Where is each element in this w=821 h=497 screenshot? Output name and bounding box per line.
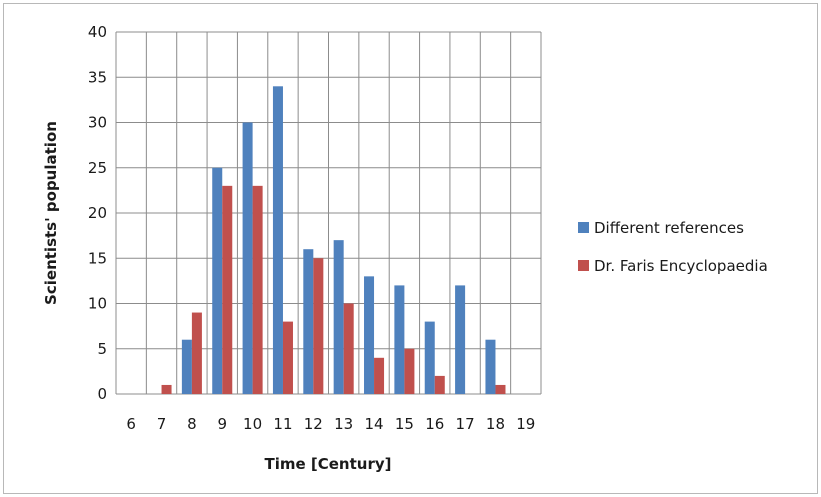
y-tick-label: 20 <box>88 204 107 222</box>
y-tick-label: 35 <box>88 68 107 86</box>
legend-swatch <box>578 260 589 271</box>
bar-dr-faris-encyclopaedia-7 <box>161 384 172 394</box>
x-tick-label: 19 <box>516 415 535 433</box>
y-tick-label: 25 <box>88 159 107 177</box>
x-tick-label: 10 <box>243 415 262 433</box>
legend-label: Different references <box>594 219 744 237</box>
bar-dr-faris-encyclopaedia-10 <box>252 185 263 394</box>
legend: Different references Dr. Faris Encyclopae… <box>578 219 768 275</box>
x-tick-label: 13 <box>334 415 353 433</box>
bar-different-references-10 <box>242 122 253 394</box>
bar-different-references-14 <box>364 276 375 394</box>
bar-different-references-12 <box>303 249 314 394</box>
y-tick-label: 5 <box>97 340 107 358</box>
x-tick-label: 8 <box>187 415 197 433</box>
grid <box>115 31 542 395</box>
x-tick-label: 15 <box>395 415 414 433</box>
y-tick-label: 40 <box>88 23 107 41</box>
legend-label: Dr. Faris Encyclopaedia <box>594 257 768 275</box>
bar-dr-faris-encyclopaedia-15 <box>404 348 415 394</box>
bar-different-references-9 <box>212 167 223 394</box>
x-tick-label: 11 <box>273 415 292 433</box>
bar-different-references-13 <box>333 240 344 394</box>
bar-dr-faris-encyclopaedia-9 <box>222 185 233 394</box>
bar-different-references-18 <box>485 339 496 394</box>
y-tick-label: 10 <box>88 295 107 313</box>
chart-frame <box>3 3 818 494</box>
bars <box>161 86 506 395</box>
bar-different-references-15 <box>394 285 405 394</box>
legend-swatch <box>578 222 589 233</box>
bar-dr-faris-encyclopaedia-11 <box>282 321 293 394</box>
y-tick-label: 0 <box>97 385 107 403</box>
y-tick-label: 15 <box>88 249 107 267</box>
bar-dr-faris-encyclopaedia-14 <box>374 357 385 394</box>
y-tick-label: 30 <box>88 114 107 132</box>
x-tick-label: 9 <box>217 415 227 433</box>
y-axis-ticks: 0 5 10 15 20 25 30 35 40 <box>88 23 107 403</box>
x-tick-label: 18 <box>486 415 505 433</box>
bar-different-references-8 <box>181 339 192 394</box>
x-axis-ticks: 6 7 8 9 10 11 12 13 14 15 16 17 18 19 <box>126 415 535 433</box>
bar-dr-faris-encyclopaedia-13 <box>343 303 354 394</box>
x-tick-label: 16 <box>425 415 444 433</box>
bar-dr-faris-encyclopaedia-8 <box>191 312 202 394</box>
bar-different-references-17 <box>455 285 466 394</box>
x-axis-title: Time [Century] <box>265 455 392 473</box>
bar-dr-faris-encyclopaedia-12 <box>313 258 324 394</box>
y-axis-title: Scientists' population <box>42 121 60 305</box>
bar-different-references-11 <box>272 86 283 395</box>
x-tick-label: 14 <box>364 415 383 433</box>
bar-dr-faris-encyclopaedia-16 <box>434 375 445 394</box>
x-tick-label: 7 <box>157 415 167 433</box>
x-tick-label: 6 <box>126 415 136 433</box>
bar-dr-faris-encyclopaedia-18 <box>495 384 506 394</box>
x-tick-label: 17 <box>456 415 475 433</box>
bar-different-references-16 <box>424 321 435 394</box>
x-tick-label: 12 <box>304 415 323 433</box>
